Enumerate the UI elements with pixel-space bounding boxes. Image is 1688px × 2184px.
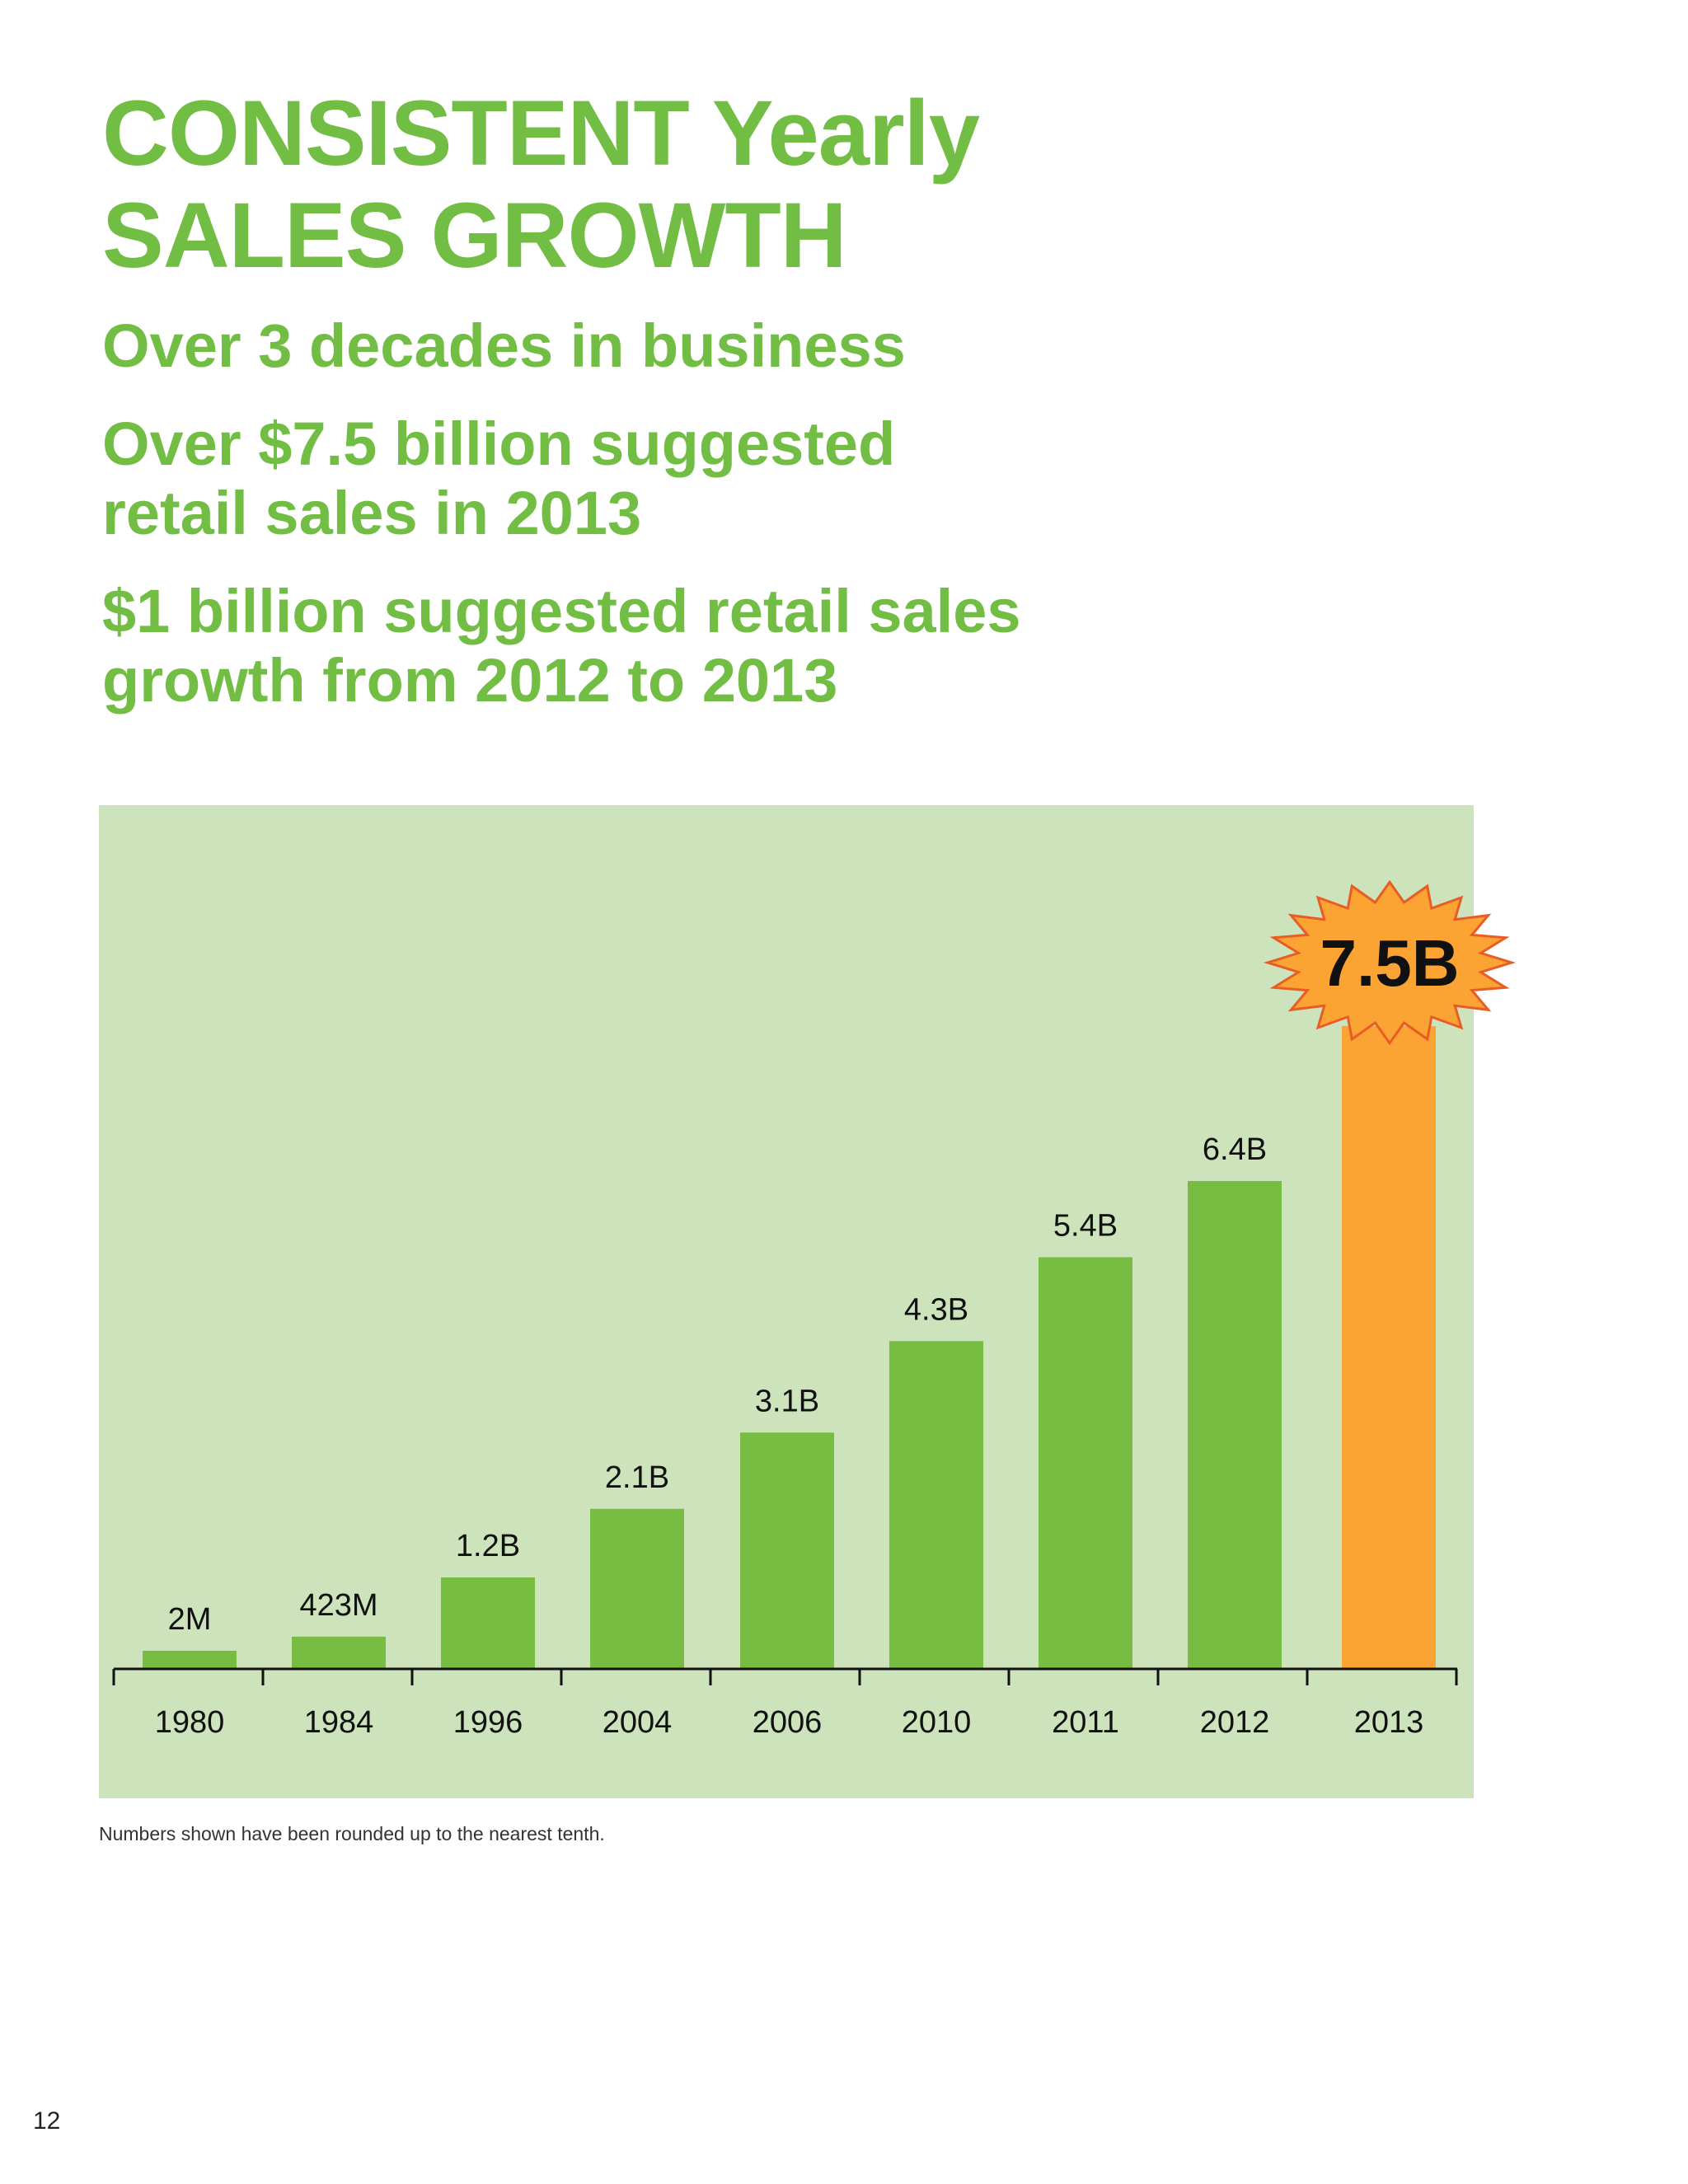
- x-tick-label-1980: 1980: [155, 1705, 225, 1740]
- subhead-growth-line-2: growth from 2012 to 2013: [102, 646, 838, 715]
- subhead-decades: Over 3 decades in business: [102, 312, 906, 381]
- bar-1996: [441, 1577, 535, 1669]
- bar-2004: [590, 1508, 684, 1669]
- value-label-2012: 6.4B: [1203, 1132, 1267, 1167]
- value-label-1996: 1.2B: [456, 1529, 520, 1563]
- value-label-2010: 4.3B: [904, 1292, 968, 1327]
- highlight-value-label: 7.5B: [1320, 926, 1460, 1000]
- subhead-retail-sales: Over $7.5 billion suggested retail sales…: [102, 410, 895, 548]
- value-label-1984: 423M: [299, 1588, 377, 1623]
- x-tick-label-2004: 2004: [603, 1705, 673, 1740]
- headline-line-1: CONSISTENT Yearly: [102, 82, 980, 185]
- x-axis: 1980 1984 1996 2004 2006 2010 2011 2012 2013: [112, 1667, 1458, 1740]
- bar-1980: [143, 1651, 237, 1669]
- x-tick-label-2013: 2013: [1354, 1705, 1424, 1740]
- x-tick-label-1984: 1984: [304, 1705, 374, 1740]
- page-headline: CONSISTENT Yearly SALES GROWTH: [102, 82, 980, 287]
- bar-2010: [889, 1341, 983, 1669]
- bar-2013: [1342, 1026, 1436, 1669]
- chart-footnote: Numbers shown have been rounded up to th…: [99, 1823, 605, 1844]
- value-label-1980: 2M: [168, 1602, 212, 1637]
- page-number: 12: [33, 2107, 61, 2135]
- subhead-retail-sales-line-1: Over $7.5 billion suggested: [102, 410, 896, 478]
- value-labels: 2M 423M 1.2B 2.1B 3.1B 4.3B 5.4B 6.4B: [168, 1132, 1267, 1637]
- value-label-2004: 2.1B: [605, 1460, 669, 1495]
- x-tick-label-1996: 1996: [453, 1705, 523, 1740]
- bar-1984: [292, 1636, 386, 1669]
- bar-2006: [740, 1432, 834, 1669]
- value-label-2011: 5.4B: [1053, 1209, 1118, 1244]
- x-tick-label-2006: 2006: [753, 1705, 823, 1740]
- x-tick-label-2012: 2012: [1200, 1705, 1270, 1740]
- headline-line-2: SALES GROWTH: [102, 184, 847, 287]
- x-tick-label-2011: 2011: [1052, 1705, 1119, 1740]
- bars-layer: [143, 1026, 1436, 1669]
- highlight-badge: 7.5B: [1263, 879, 1517, 1046]
- x-tick-label-2010: 2010: [902, 1705, 972, 1740]
- value-label-2006: 3.1B: [755, 1384, 819, 1418]
- subhead-retail-sales-line-2: retail sales in 2013: [102, 479, 642, 547]
- bar-2012: [1188, 1181, 1282, 1669]
- subhead-decades-line-1: Over 3 decades in business: [102, 312, 906, 380]
- subhead-growth-line-1: $1 billion suggested retail sales: [102, 577, 1021, 645]
- bar-2011: [1039, 1257, 1132, 1669]
- subhead-growth: $1 billion suggested retail sales growth…: [102, 577, 1021, 715]
- starburst-badge: [1263, 879, 1517, 1046]
